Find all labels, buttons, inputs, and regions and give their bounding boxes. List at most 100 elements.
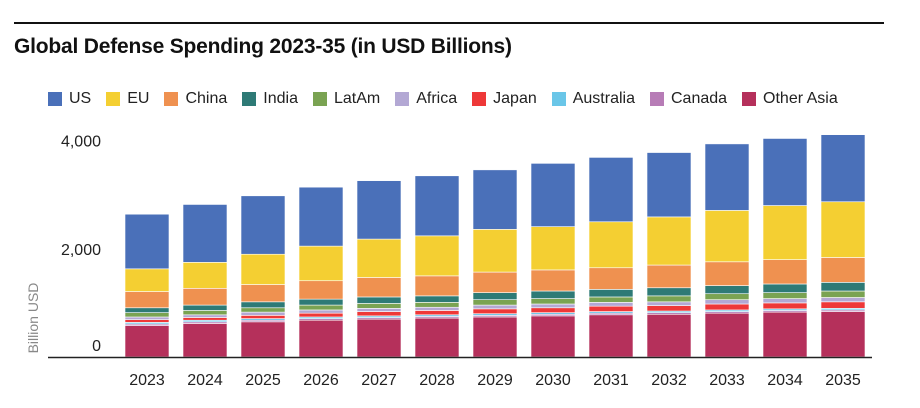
bar-segment-africa-2024 (182, 314, 228, 318)
bar-segment-japan-2031 (588, 305, 634, 312)
bar-segment-japan-2030 (530, 307, 576, 313)
x-tick-label: 2026 (303, 372, 339, 389)
bar-segment-india-2032 (646, 287, 692, 297)
bar-segment-us-2029 (472, 169, 518, 230)
bar-segment-india-2025 (240, 301, 286, 309)
bar-segment-us-2032 (646, 152, 692, 218)
bar-segment-other-asia-2030 (530, 315, 576, 358)
bar-segment-latam-2032 (646, 295, 692, 303)
bar-segment-us-2031 (588, 157, 634, 223)
bar-segment-other-asia-2032 (646, 313, 692, 358)
bar-segment-eu-2035 (820, 201, 866, 258)
bar-segment-other-asia-2023 (124, 325, 170, 358)
legend-label: China (185, 90, 228, 107)
legend-item-us: US (48, 90, 91, 108)
y-tick-label: 0 (92, 338, 101, 355)
bar-segment-africa-2031 (588, 302, 634, 307)
bar-segment-africa-2023 (124, 316, 170, 320)
bar-segment-japan-2025 (240, 315, 286, 319)
bar-segment-latam-2024 (182, 310, 228, 316)
bar-segment-other-asia-2026 (298, 319, 344, 358)
legend-label: US (69, 90, 92, 107)
legend-label: Other Asia (763, 90, 838, 107)
bar-segment-india-2034 (762, 283, 808, 293)
bar-segment-india-2027 (356, 296, 402, 304)
bar-segment-china-2029 (472, 271, 518, 293)
bar-segment-japan-2034 (762, 302, 808, 310)
bar-segment-africa-2027 (356, 308, 402, 312)
bar-segment-us-2027 (356, 180, 402, 240)
legend-label: Canada (670, 90, 728, 107)
bar-segment-india-2024 (182, 304, 228, 311)
bar-segment-us-2030 (530, 163, 576, 227)
bar-segment-africa-2029 (472, 304, 518, 310)
legend-item-japan: Japan (472, 90, 537, 108)
bar-segment-china-2030 (530, 269, 576, 292)
x-tick-label: 2035 (825, 372, 861, 389)
bar-segment-india-2035 (820, 282, 866, 292)
legend-label: Japan (493, 90, 537, 107)
legend-swatch (742, 92, 757, 106)
legend-label: India (263, 90, 298, 107)
x-tick-label: 2028 (419, 372, 455, 389)
x-tick-label: 2029 (477, 372, 513, 389)
bar-segment-latam-2029 (472, 299, 518, 306)
legend: US EU China India LatAm Africa Japan Aus… (48, 90, 853, 108)
bar-segment-other-asia-2028 (414, 317, 460, 358)
bar-segment-latam-2031 (588, 296, 634, 303)
bar-segment-china-2023 (124, 291, 170, 309)
bar-segment-china-2035 (820, 257, 866, 283)
bar-segment-japan-2024 (182, 317, 228, 321)
bar-segment-india-2023 (124, 307, 170, 313)
bar-segment-latam-2025 (240, 307, 286, 313)
x-tick-label: 2032 (651, 372, 687, 389)
x-tick-label: 2034 (767, 372, 803, 389)
bar-segment-japan-2035 (820, 301, 866, 309)
bar-segment-africa-2033 (704, 299, 750, 305)
bar-segment-india-2033 (704, 285, 750, 295)
legend-swatch (48, 92, 62, 106)
legend-label: LatAm (333, 90, 381, 107)
legend-swatch (242, 92, 257, 106)
legend-item-canada: Canada (649, 90, 728, 108)
bar-segment-latam-2034 (762, 292, 808, 299)
bar-segment-us-2026 (298, 186, 344, 247)
bar-segment-eu-2024 (182, 262, 228, 289)
bar-segment-japan-2033 (704, 303, 750, 311)
bar-segment-china-2032 (646, 264, 692, 289)
bar-segment-africa-2025 (240, 311, 286, 316)
bar-segment-other-asia-2031 (588, 314, 634, 358)
bar-segment-india-2028 (414, 295, 460, 303)
legend-item-eu: EU (106, 90, 149, 108)
bar-segment-japan-2028 (414, 310, 460, 316)
bar-segment-us-2033 (704, 143, 750, 211)
bar-segment-china-2025 (240, 284, 286, 303)
bar-segment-africa-2026 (298, 309, 344, 314)
bar-segment-japan-2023 (124, 319, 170, 323)
bar-segment-japan-2026 (298, 312, 344, 318)
bar-segment-africa-2035 (820, 297, 866, 303)
x-tick-label: 2033 (709, 372, 745, 389)
bar-segment-eu-2030 (530, 226, 576, 271)
bar-segment-china-2033 (704, 261, 750, 286)
bar-segment-china-2024 (182, 288, 228, 306)
bar-segment-us-2023 (124, 213, 170, 270)
bar-segment-china-2031 (588, 267, 634, 290)
y-tick-label: 2,000 (61, 242, 101, 259)
x-tick-label: 2027 (361, 372, 397, 389)
x-tick-label: 2025 (245, 372, 281, 389)
bar-segment-other-asia-2027 (356, 318, 402, 358)
x-tick-label: 2030 (535, 372, 571, 389)
bar-segment-china-2034 (762, 259, 808, 285)
bar-segment-latam-2035 (820, 290, 866, 298)
x-tick-label: 2023 (129, 372, 165, 389)
legend-label: Africa (416, 90, 458, 107)
bar-segment-eu-2031 (588, 221, 634, 269)
bar-segment-eu-2028 (414, 235, 460, 277)
x-tick-label: 2024 (187, 372, 223, 389)
bar-segment-us-2034 (762, 138, 808, 206)
bar-segment-eu-2034 (762, 205, 808, 260)
bar-segment-latam-2028 (414, 302, 460, 308)
bar-segment-latam-2026 (298, 304, 344, 311)
bar-segment-us-2028 (414, 175, 460, 237)
